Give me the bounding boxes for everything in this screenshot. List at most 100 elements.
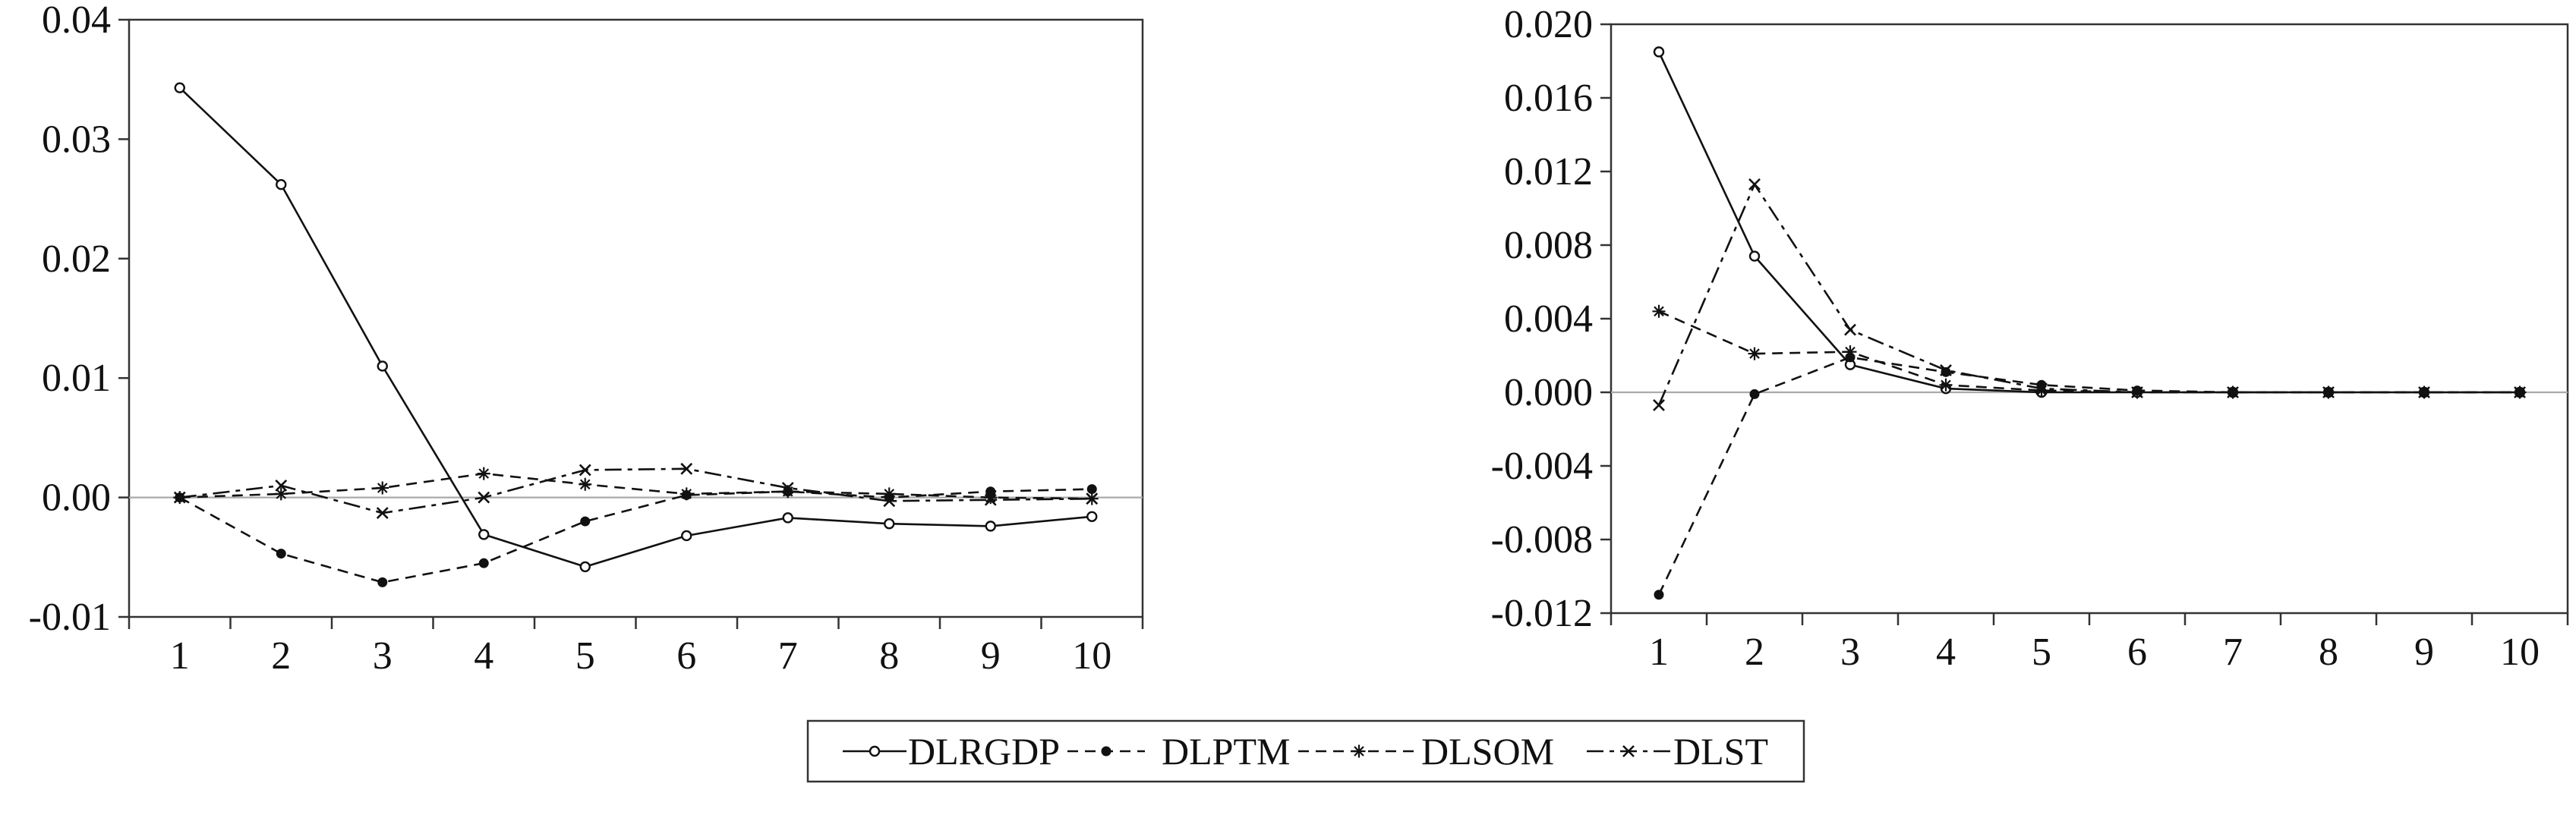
legend-label: DLRGDP: [908, 730, 1060, 772]
y-tick-label: 0.020: [1504, 3, 1593, 46]
series-line-dlrgdp: [1657, 51, 2520, 394]
data-point-dlst: [1748, 178, 1761, 190]
right-chart-panel: 0.020 0.016 0.012 0.008 0.004 0.000 -0.004 -0.0…: [1491, 3, 2569, 674]
data-point-dlst: [376, 507, 389, 519]
x-tick-label: 5: [2032, 631, 2051, 674]
data-point-dlptm: [580, 516, 591, 527]
legend-marker: [1101, 746, 1111, 757]
data-point-dlsom: [679, 487, 693, 501]
data-point-dlrgdp: [681, 530, 692, 542]
y-tick-label: 0.00: [42, 477, 111, 520]
x-tick-label: 1: [170, 634, 190, 678]
legend-marker: [1622, 745, 1635, 757]
series-dlrgdp: [174, 82, 1098, 573]
data-point-dlst: [1653, 399, 1665, 411]
data-point-dlsom: [376, 481, 389, 495]
legend-label: DLSOM: [1421, 730, 1554, 772]
series-line-dlptm: [179, 488, 1093, 584]
y-tick-label: -0.004: [1491, 445, 1593, 488]
data-point-dlsom: [1843, 345, 1857, 359]
x-tick-label: 9: [2414, 631, 2434, 674]
legend-marker: [869, 745, 881, 757]
data-point-dlrgdp: [174, 82, 185, 93]
x-tick-label: 1: [1649, 631, 1669, 674]
data-point-dlsom: [1939, 378, 1953, 392]
data-point-dlst: [1086, 492, 1099, 505]
left-chart-panel: 0.04 0.03 0.02 0.01 0.00 -0.01 1 2 3 4 5 6 7 8 9 10: [29, 0, 1144, 678]
data-point-dlrgdp: [985, 521, 996, 532]
data-point-dlsom: [477, 467, 490, 480]
plot-frame: [1610, 23, 2569, 615]
series-line-dlrgdp: [178, 87, 1093, 568]
series-dlsom: [173, 467, 1099, 505]
x-tick-label: 8: [2319, 631, 2338, 674]
x-tick-label: 2: [1745, 631, 1764, 674]
data-point-dlrgdp: [377, 360, 388, 372]
data-point-dlsom: [2035, 384, 2048, 398]
data-point-dlrgdp: [884, 518, 895, 530]
y-tick-label: 0.008: [1504, 224, 1593, 267]
data-point-dlst: [1844, 323, 1856, 336]
data-point-dlst: [2514, 386, 2526, 398]
y-tick-label: 0.000: [1504, 371, 1593, 414]
data-point-dlst: [478, 491, 490, 504]
data-point-dlsom: [781, 485, 795, 499]
y-tick-label: 0.004: [1504, 297, 1593, 341]
x-tick-label: 2: [271, 634, 291, 678]
x-tick-label: 8: [879, 634, 899, 678]
y-tick-label: 0.016: [1504, 77, 1593, 120]
x-tick-label: 4: [1936, 631, 1956, 674]
y-tick-label: 0.03: [42, 118, 111, 161]
legend-label: DLPTM: [1162, 730, 1290, 772]
legend-item-dlst: DLST: [1587, 730, 1768, 772]
series-line-dlst: [179, 467, 1093, 514]
data-point-dlst: [579, 464, 591, 477]
y-tick-label: -0.008: [1491, 518, 1593, 562]
data-point-dlrgdp: [478, 529, 490, 540]
y-tick-label: -0.012: [1491, 592, 1593, 635]
data-point-dlsom: [274, 487, 288, 501]
x-tick-label: 3: [373, 634, 393, 678]
data-point-dlptm: [276, 549, 286, 559]
data-point-dlrgdp: [579, 561, 591, 573]
data-point-dlst: [2035, 382, 2048, 395]
data-point-dlrgdp: [276, 179, 287, 190]
data-point-dlrgdp: [1748, 250, 1761, 262]
data-point-dlrgdp: [1086, 511, 1098, 522]
data-point-dlrgdp: [782, 512, 793, 524]
series-dlst: [173, 462, 1099, 519]
data-point-dlptm: [1654, 590, 1664, 600]
legend-marker: [1352, 744, 1366, 758]
data-point-dlst: [1940, 363, 1952, 376]
x-tick-label: 9: [981, 634, 1001, 678]
data-point-dlst: [275, 479, 288, 492]
data-point-dlst: [2131, 386, 2143, 398]
series-dlptm: [1654, 352, 2525, 600]
x-tick-label: 7: [2223, 631, 2243, 674]
series-line-dlsom: [1658, 310, 2520, 394]
data-point-dlsom: [1748, 347, 1761, 360]
data-point-dlsom: [984, 491, 998, 505]
x-tick-label: 5: [575, 634, 595, 678]
data-point-dlptm: [1749, 389, 1760, 399]
data-point-dlsom: [882, 487, 896, 501]
series-dlst: [1653, 178, 2526, 411]
series-dlsom: [1652, 304, 2527, 399]
y-tick-label: 0.012: [1504, 150, 1593, 193]
data-point-dlst: [984, 493, 997, 506]
data-point-dlrgdp: [1653, 46, 1665, 58]
series-line-dlst: [1657, 183, 2520, 406]
data-point-dlst: [781, 482, 794, 494]
data-point-dlptm: [478, 558, 489, 568]
x-tick-label: 10: [1072, 634, 1111, 678]
y-tick-label: 0.02: [42, 238, 111, 281]
y-tick-label: -0.01: [29, 596, 111, 639]
series-line-dlptm: [1657, 356, 2520, 596]
y-tick-label: 0.04: [42, 0, 111, 42]
legend-item-dlsom: DLSOM: [1298, 730, 1554, 772]
data-point-dlptm: [377, 577, 388, 587]
x-tick-label: 6: [676, 634, 696, 678]
x-tick-label: 4: [474, 634, 493, 678]
